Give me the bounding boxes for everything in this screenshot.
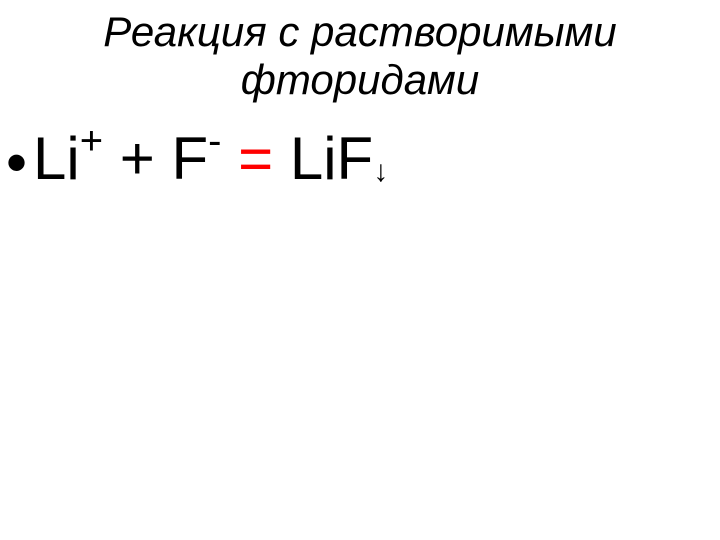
ion-lithium-charge: + <box>80 119 103 163</box>
chemical-equation: Li+ + F- = LiF↓ <box>33 123 388 192</box>
ion-fluoride-charge: - <box>208 119 221 163</box>
ion-fluoride: F- <box>171 125 221 192</box>
equals-operator: = <box>221 125 289 192</box>
ion-fluoride-base: F <box>171 125 208 192</box>
bullet-icon: • <box>2 123 33 193</box>
equation-block: • Li+ + F- = LiF↓ <box>0 105 720 193</box>
ion-lithium-base: Li <box>33 125 80 192</box>
ion-lithium: Li+ <box>33 125 103 192</box>
slide-title: Реакция с растворимыми фторидами <box>0 0 720 105</box>
product-lif: LiF <box>290 125 373 192</box>
equation-item: • Li+ + F- = LiF↓ <box>2 123 710 193</box>
plus-operator: + <box>103 125 171 192</box>
precipitate-arrow-icon: ↓ <box>373 155 388 188</box>
